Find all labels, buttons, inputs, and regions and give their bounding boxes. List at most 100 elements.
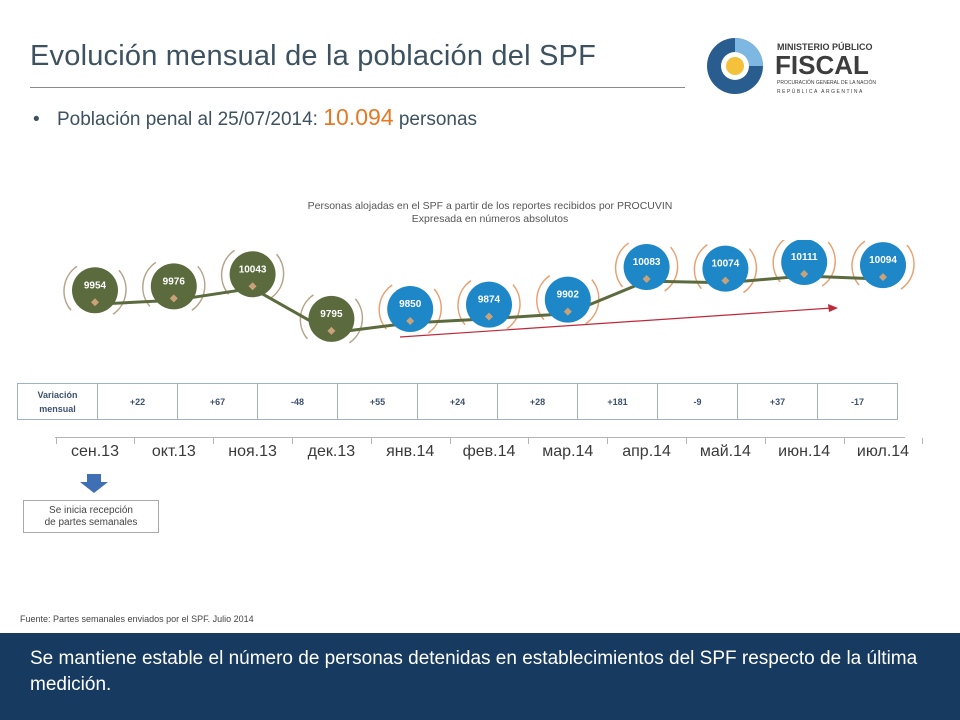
x-tick [686,438,687,444]
logo-line-2: FISCAL [775,50,869,80]
decoration-arc [664,246,679,292]
logo-emblem-accent [735,38,763,66]
data-point-marker [327,326,336,335]
data-point-bubble [623,244,670,291]
trend-arrow [399,307,833,338]
logo-line-4: REPÚBLICA ARGENTINA [777,88,864,95]
data-point-marker [485,312,493,321]
sun-icon [726,57,744,75]
monthly-variation-table: Variación mensual +22 +67 -48 +55 +24 +28 +181… [17,383,898,420]
bullet-suffix: personas [398,109,478,130]
note-line-2: de partes semanales [44,517,138,528]
x-tick-label: ноя.13 [228,443,277,460]
decoration-arc [378,284,393,330]
x-axis: сен.13 окт.13 ноя.13 дек.13 янв.14 фев.14 мар.… [55,437,924,464]
data-point-marker [721,276,730,285]
decoration-arc [112,269,127,315]
data-point-bubble [229,251,276,298]
decoration-arc [427,288,442,334]
decoration-arc [821,241,836,287]
conclusion-text: Se mantiene estable el número de persona… [30,648,918,695]
page-title: Evolución mensual de la población del SP… [30,40,596,72]
x-tick [764,438,766,444]
decoration-arc [220,249,236,295]
data-label: 9954 [84,280,107,291]
x-tick-label: окт.13 [151,443,196,460]
variation-cell: +67 [177,383,258,420]
data-point-marker [169,294,178,303]
data-label: 10111 [791,252,818,263]
variation-cell: +28 [497,383,578,420]
decoration-arc [614,242,630,288]
x-tick [55,438,57,444]
x-tick [292,438,293,444]
chart-title: Personas alojadas en el SPF a partir de … [307,200,673,212]
x-tick-label: сен.13 [71,443,119,460]
data-point-bubble [72,267,118,314]
x-tick-label: апр.14 [622,443,671,460]
x-tick-label: июн.14 [778,443,831,460]
variation-row: Variación mensual +22 +67 -48 +55 +24 +28 +181… [17,383,898,420]
data-point-bubble [860,242,906,289]
decoration-arc [851,240,866,286]
decoration-arc [742,248,758,294]
data-label: 10094 [869,255,897,266]
decoration-arc [270,253,285,299]
data-label: 9850 [399,299,422,310]
variation-cell: +181 [577,383,658,420]
decoration-arc [693,244,708,290]
x-tick [607,438,609,444]
x-tick-label: май.14 [699,443,751,460]
variation-cell: -48 [257,383,338,420]
data-point-bubble [702,245,749,292]
data-point-bubble [150,263,197,310]
x-tick [213,438,215,444]
data-point-bubble [544,276,591,323]
data-point-bubble [387,286,434,332]
chart-subtitle: Expresada en números absolutos [411,213,569,225]
variation-cell: +37 [737,383,818,420]
population-bullet: • Población penal al 25/07/2014: 10.094 p… [33,104,477,131]
data-label: 9874 [478,295,501,306]
variation-header: Variación mensual [17,383,98,420]
data-label: 10074 [711,259,739,270]
data-label: 10083 [633,257,661,268]
source-note: Fuente: Partes semanales enviados por el… [20,614,254,624]
bullet-prefix: Población penal al 25/07/2014 [57,109,313,130]
chart-title-block: Personas alojadas en el SPF a partir de … [190,200,790,226]
variation-header-line-1: Variación [37,389,78,400]
logo-line-3: PROCURACIÓN GENERAL DE LA NACIÓN [777,79,876,86]
data-point-marker [406,317,415,325]
variation-cell: -9 [657,383,738,420]
population-value: 10.094 [323,104,394,130]
variation-cell: +24 [417,383,498,420]
x-tick-label: дек.13 [307,443,356,460]
data-point-marker [248,282,257,291]
data-label: 9902 [557,290,580,301]
bullet-dot: • [33,109,40,130]
variation-cell: +22 [97,383,178,420]
data-label: 9976 [163,276,186,287]
x-tick [134,438,136,444]
population-chart: 9954 9976 10043 9795 9850 9874 9902 10083 10074 1… [63,240,915,344]
x-tick [843,438,845,444]
trend-arrow-head [828,304,838,312]
x-tick [449,438,451,444]
title-divider [30,87,685,88]
data-point-bubble [308,295,355,342]
x-tick [370,438,372,444]
data-point-marker [91,298,99,307]
data-label: 9795 [320,309,343,320]
weekly-reports-note: Se inicia recepción de partes semanales [23,500,159,533]
decoration-arc [585,279,600,325]
data-label: 10043 [239,264,267,275]
variation-cell: -17 [817,383,898,420]
data-point-marker [642,275,651,284]
decoration-arc [191,265,206,311]
x-tick [528,438,530,444]
bullet-colon: : [312,109,318,130]
x-tick-label: янв.14 [386,443,435,460]
ministerio-publico-fiscal-logo: MINISTERIO PÚBLICO FISCAL PROCURACIÓN GE… [707,38,876,95]
data-point-marker [800,270,809,279]
data-point-marker [563,307,572,316]
